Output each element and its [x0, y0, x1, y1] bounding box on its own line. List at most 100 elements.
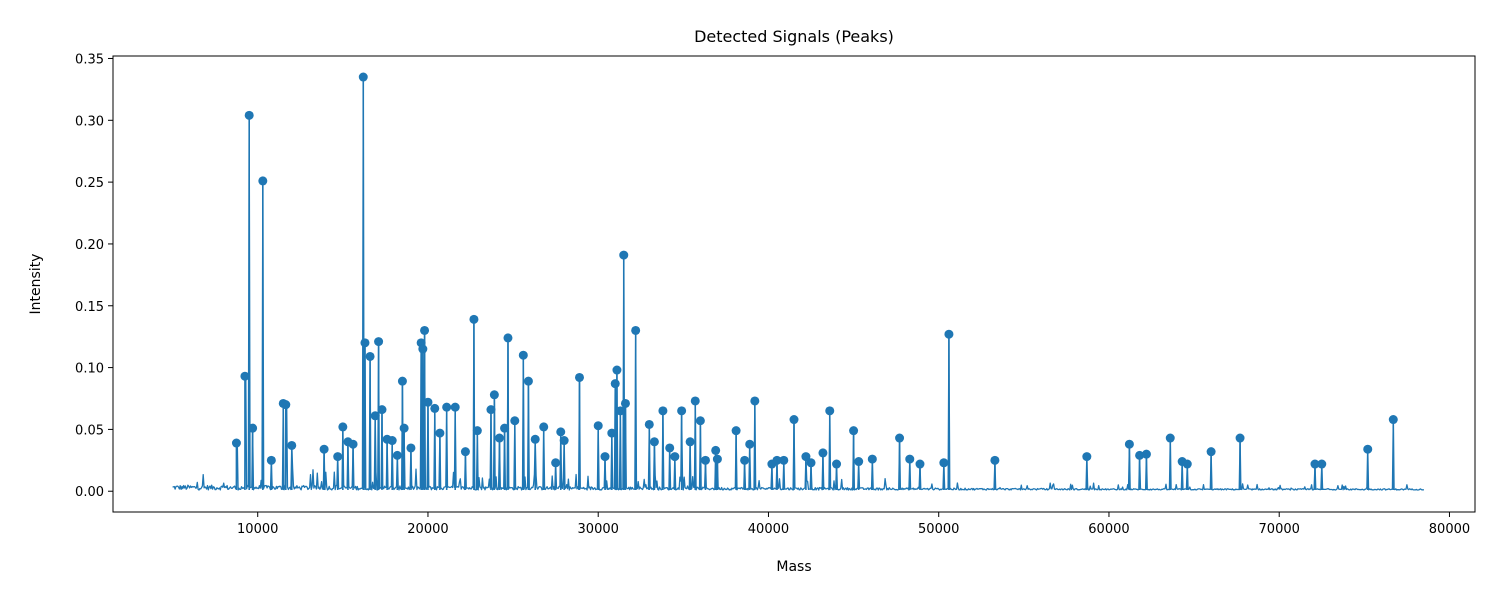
plot-frame: [112, 55, 1476, 513]
peak-marker: [915, 459, 925, 469]
peak-marker: [750, 396, 760, 406]
peak-marker: [494, 433, 504, 443]
peak-marker: [489, 390, 499, 400]
peak-marker: [551, 458, 561, 468]
y-tick-label: 0.25: [75, 176, 104, 191]
peak-marker: [944, 329, 954, 339]
x-tick-label: 80000: [1429, 522, 1470, 537]
peak-marker: [658, 406, 668, 416]
peak-marker: [801, 452, 811, 462]
peak-marker: [1165, 433, 1175, 443]
peak-marker: [772, 455, 782, 465]
peak-marker: [939, 458, 949, 468]
peak-marker: [779, 455, 789, 465]
peak-marker: [423, 397, 433, 407]
y-tick-label: 0.00: [75, 485, 104, 500]
peak-marker: [392, 450, 402, 460]
peak-marker: [333, 452, 343, 462]
peak-marker: [895, 433, 905, 443]
peak-marker: [1388, 415, 1398, 425]
chart-title: Detected Signals (Peaks): [694, 27, 894, 46]
x-axis-label: Mass: [776, 559, 811, 575]
peak-marker: [690, 396, 700, 406]
peak-marker: [503, 333, 513, 343]
peak-marker: [665, 443, 675, 453]
peak-marker: [244, 110, 254, 120]
x-tick-label: 30000: [578, 522, 619, 537]
x-tick-label: 50000: [918, 522, 959, 537]
peak-marker: [287, 440, 297, 450]
peak-marker: [615, 406, 625, 416]
peak-marker: [574, 372, 584, 382]
peak-layer: [231, 72, 1398, 490]
peak-marker: [377, 405, 387, 415]
y-axis-label: Intensity: [28, 254, 44, 315]
peak-marker: [849, 426, 859, 436]
peak-marker: [818, 448, 828, 458]
peak-marker: [1363, 444, 1373, 454]
peak-marker: [556, 427, 566, 437]
peak-marker: [1124, 439, 1134, 449]
peak-marker: [418, 344, 428, 354]
y-axis-ticks: 0.00 0.05 0.10 0.15 0.20 0.25 0.30 0.35: [75, 52, 113, 500]
peak-marker: [370, 411, 380, 421]
x-axis-ticks: 10000 20000 30000 40000 50000 60000 70000 80000: [237, 512, 1470, 537]
peak-marker: [1235, 433, 1245, 443]
peak-marker: [523, 376, 533, 386]
peak-marker: [248, 423, 258, 433]
peak-marker: [387, 436, 397, 446]
peak-marker: [1206, 447, 1216, 457]
peak-marker: [670, 452, 680, 462]
peak-marker: [1310, 459, 1320, 469]
peak-marker: [806, 458, 816, 468]
y-tick-label: 0.30: [75, 114, 104, 129]
peak-marker: [620, 398, 630, 408]
peak-marker: [500, 423, 510, 433]
peak-marker: [472, 426, 482, 436]
peak-marker: [420, 325, 430, 335]
x-tick-label: 20000: [407, 522, 448, 537]
peak-marker: [360, 338, 370, 348]
peak-marker: [460, 447, 470, 457]
y-tick-label: 0.35: [75, 52, 104, 67]
peak-marker: [469, 314, 479, 324]
peak-marker: [397, 376, 407, 386]
x-tick-label: 70000: [1259, 522, 1300, 537]
peak-marker: [695, 416, 705, 426]
peak-marker: [266, 455, 276, 465]
peak-marker: [740, 455, 750, 465]
peak-marker: [631, 325, 641, 335]
peak-marker: [258, 176, 268, 186]
peak-marker: [486, 405, 496, 415]
peak-marker: [231, 438, 241, 448]
peak-marker: [789, 415, 799, 425]
peak-marker: [358, 72, 368, 82]
peak-marker: [610, 379, 620, 389]
peak-marker: [677, 406, 687, 416]
peak-marker: [530, 434, 540, 444]
peak-marker: [240, 371, 250, 381]
peak-marker: [281, 400, 291, 410]
peak-marker: [319, 444, 329, 454]
peak-marker: [450, 402, 460, 412]
x-tick-label: 40000: [748, 522, 789, 537]
peak-marker: [1317, 459, 1327, 469]
peak-marker: [1135, 450, 1145, 460]
peak-marker: [990, 455, 1000, 465]
peak-marker: [712, 454, 722, 464]
peak-marker: [600, 452, 610, 462]
peak-marker: [442, 402, 452, 412]
y-tick-label: 0.05: [75, 423, 104, 438]
peak-marker: [365, 351, 375, 361]
peak-marker: [644, 419, 654, 429]
peak-marker: [374, 337, 384, 347]
y-tick-label: 0.20: [75, 238, 104, 253]
peak-marker: [559, 436, 569, 446]
peak-marker: [905, 454, 915, 464]
peak-marker: [711, 445, 721, 455]
peak-marker: [510, 416, 520, 426]
peak-marker: [1141, 449, 1151, 459]
peak-marker: [832, 459, 842, 469]
peak-marker: [406, 443, 416, 453]
